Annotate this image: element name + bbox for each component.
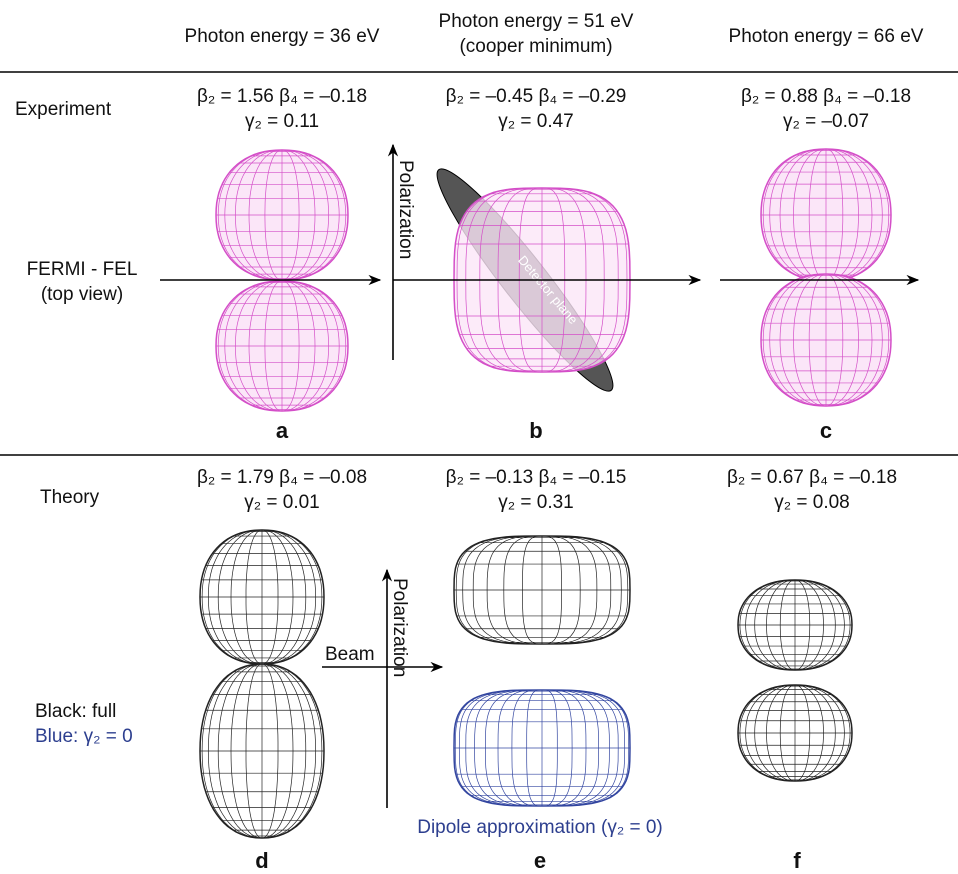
params: γ₂ = –0.07 bbox=[783, 111, 869, 132]
header: Photon energy = 66 eV bbox=[729, 26, 924, 47]
params: β₂ = 1.79 β₄ = –0.08 bbox=[197, 467, 367, 488]
params: β₂ = –0.13 β₄ = –0.15 bbox=[446, 467, 627, 488]
params: γ₂ = 0.31 bbox=[498, 492, 574, 513]
panel-letter: f bbox=[793, 848, 801, 873]
beam-label: Beam bbox=[325, 644, 375, 665]
header: Photon energy = 36 eV bbox=[185, 26, 380, 47]
params: β₂ = 0.88 β₄ = –0.18 bbox=[741, 86, 911, 107]
header: Photon energy = 51 eV bbox=[439, 11, 634, 32]
params: γ₂ = 0.47 bbox=[498, 111, 574, 132]
polarization-label: Polarization bbox=[389, 578, 410, 677]
params: β₂ = –0.45 β₄ = –0.29 bbox=[446, 86, 627, 107]
panel-letter: b bbox=[529, 418, 542, 443]
params: γ₂ = 0.08 bbox=[774, 492, 850, 513]
row-label: Experiment bbox=[15, 99, 112, 120]
caption: Dipole approximation (γ₂ = 0) bbox=[417, 817, 663, 838]
header: (cooper minimum) bbox=[459, 36, 612, 57]
panel-letter: d bbox=[255, 848, 268, 873]
polarization-label: Polarization bbox=[395, 160, 416, 259]
panel-letter: e bbox=[534, 848, 546, 873]
shapes: Detector plane bbox=[160, 143, 920, 839]
row-label: Theory bbox=[40, 487, 100, 508]
panel-letter: a bbox=[276, 418, 289, 443]
params: β₂ = 1.56 β₄ = –0.18 bbox=[197, 86, 367, 107]
legend: Blue: γ₂ = 0 bbox=[35, 726, 133, 747]
panel-letter: c bbox=[820, 418, 832, 443]
params: γ₂ = 0.01 bbox=[244, 492, 320, 513]
beam-label: (top view) bbox=[41, 284, 123, 305]
params: γ₂ = 0.11 bbox=[245, 111, 319, 132]
params: β₂ = 0.67 β₄ = –0.18 bbox=[727, 467, 897, 488]
legend: Black: full bbox=[35, 701, 116, 722]
beam-label: FERMI - FEL bbox=[27, 259, 138, 280]
